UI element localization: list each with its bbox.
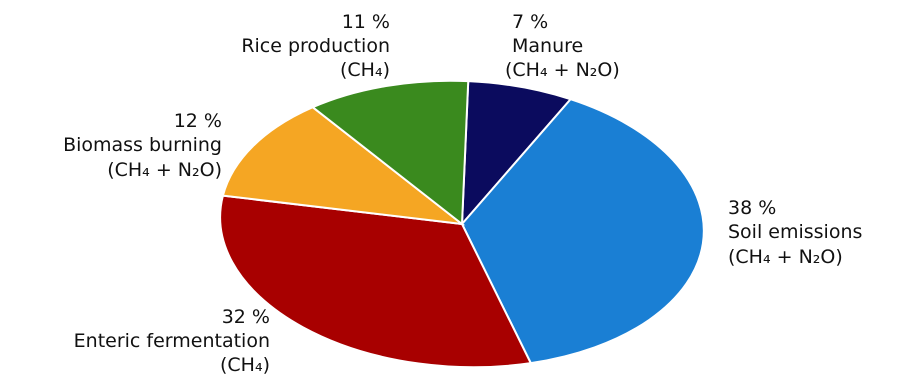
enteric-fermentation-percent: 32 % [222, 306, 270, 328]
rice-production-percent: 11 % [342, 11, 390, 33]
soil-emissions-name: Soil emissions [728, 221, 862, 243]
label-enteric-fermentation: 32 % Enteric fermentation (CH₄) [74, 306, 270, 376]
rice-production-name: Rice production [241, 35, 390, 57]
manure-gas: (CH₄ + N₂O) [505, 59, 620, 81]
biomass-burning-name: Biomass burning [63, 134, 222, 156]
label-manure: 7 % Manure (CH₄ + N₂O) [505, 11, 620, 81]
pie-slice-soil-emissions [460, 98, 705, 365]
pie-slice-manure [460, 80, 573, 227]
label-rice-production: 11 % Rice production (CH₄) [241, 11, 390, 81]
label-soil-emissions: 38 % Soil emissions (CH₄ + N₂O) [728, 197, 862, 268]
pie-slices [219, 79, 705, 369]
manure-name: Manure [512, 35, 583, 57]
biomass-burning-gas: (CH₄ + N₂O) [107, 159, 222, 181]
biomass-burning-percent: 12 % [174, 110, 222, 132]
pie-slice-rice-production [310, 79, 470, 226]
soil-emissions-gas: (CH₄ + N₂O) [728, 246, 843, 268]
enteric-fermentation-gas: (CH₄) [220, 354, 270, 376]
soil-emissions-percent: 38 % [728, 197, 776, 219]
label-biomass-burning: 12 % Biomass burning (CH₄ + N₂O) [63, 110, 222, 181]
pie-slice-enteric-fermentation [219, 194, 533, 369]
enteric-fermentation-name: Enteric fermentation [74, 330, 270, 352]
rice-production-gas: (CH₄) [340, 59, 390, 81]
pie-slice-biomass-burning [221, 106, 466, 226]
manure-percent: 7 % [512, 11, 548, 33]
